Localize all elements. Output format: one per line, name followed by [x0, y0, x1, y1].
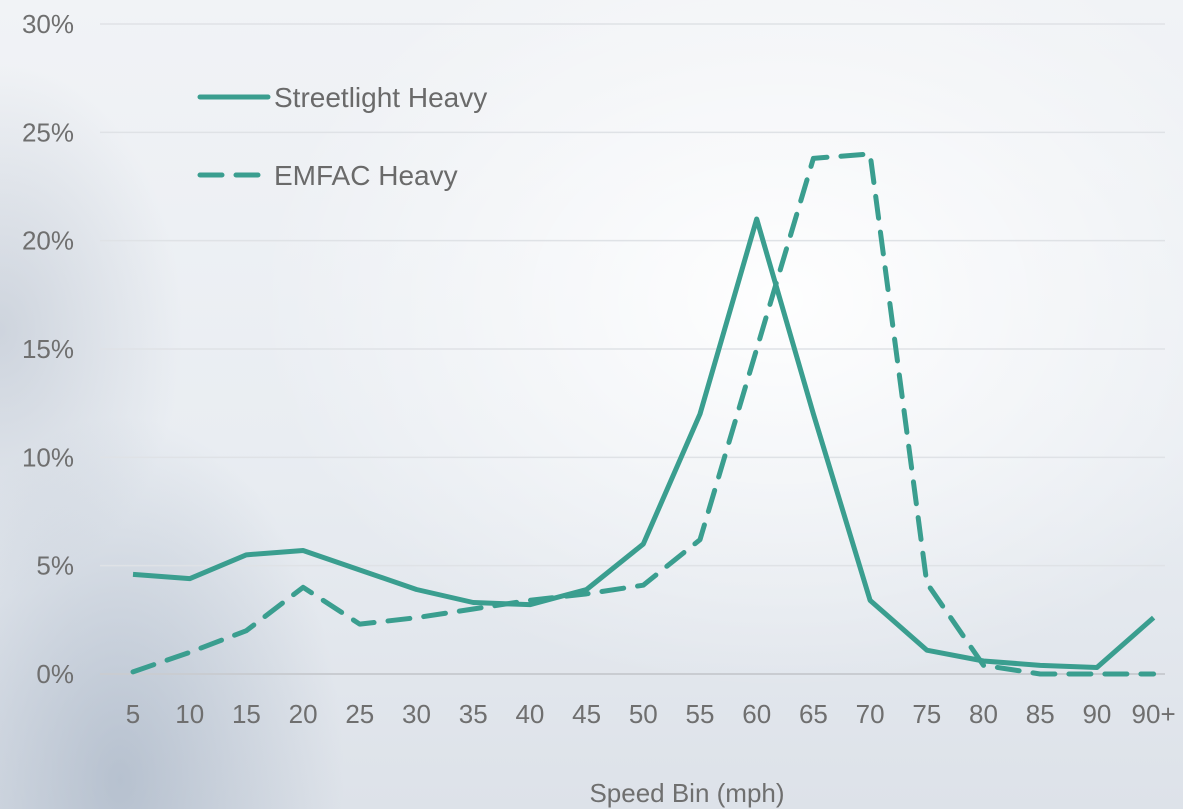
y-tick-label: 15% — [22, 334, 74, 364]
legend-label: EMFAC Heavy — [274, 160, 458, 191]
y-tick-label: 10% — [22, 442, 74, 472]
x-tick-label: 40 — [515, 699, 544, 729]
x-tick-label: 10 — [175, 699, 204, 729]
x-axis-tick-labels: 5 10 15 20 25 30 35 40 45 50 55 60 65 70 75 80 85 90 90+ — [126, 699, 1176, 729]
x-tick-label: 65 — [799, 699, 828, 729]
y-tick-label: 25% — [22, 117, 74, 147]
x-tick-label: 15 — [232, 699, 261, 729]
series-line-streetlight-heavy — [132, 216, 1156, 670]
x-tick-label: 20 — [289, 699, 318, 729]
series-lines — [130, 151, 1157, 677]
x-tick-label: 45 — [572, 699, 601, 729]
legend: Streetlight Heavy EMFAC Heavy — [197, 82, 487, 191]
x-tick-label: 55 — [686, 699, 715, 729]
x-tick-label: 60 — [742, 699, 771, 729]
y-tick-label: 5% — [36, 551, 74, 581]
x-tick-label: 30 — [402, 699, 431, 729]
y-tick-label: 30% — [22, 9, 74, 39]
x-tick-label: 5 — [126, 699, 140, 729]
x-tick-label: 85 — [1026, 699, 1055, 729]
gridlines — [100, 23, 1165, 675]
x-axis-title: Speed Bin (mph) — [589, 778, 784, 808]
x-tick-label: 80 — [969, 699, 998, 729]
x-tick-label: 25 — [345, 699, 374, 729]
legend-label: Streetlight Heavy — [274, 82, 487, 113]
x-tick-label: 90+ — [1132, 699, 1176, 729]
y-tick-label: 20% — [22, 226, 74, 256]
y-tick-label: 0% — [36, 659, 74, 689]
series-line-emfac-heavy — [130, 151, 1157, 677]
x-tick-label: 90 — [1082, 699, 1111, 729]
x-tick-label: 75 — [912, 699, 941, 729]
x-tick-label: 35 — [459, 699, 488, 729]
y-axis-tick-labels: 0% 5% 10% 15% 20% 25% 30% — [22, 9, 74, 689]
x-tick-label: 70 — [856, 699, 885, 729]
x-tick-label: 50 — [629, 699, 658, 729]
